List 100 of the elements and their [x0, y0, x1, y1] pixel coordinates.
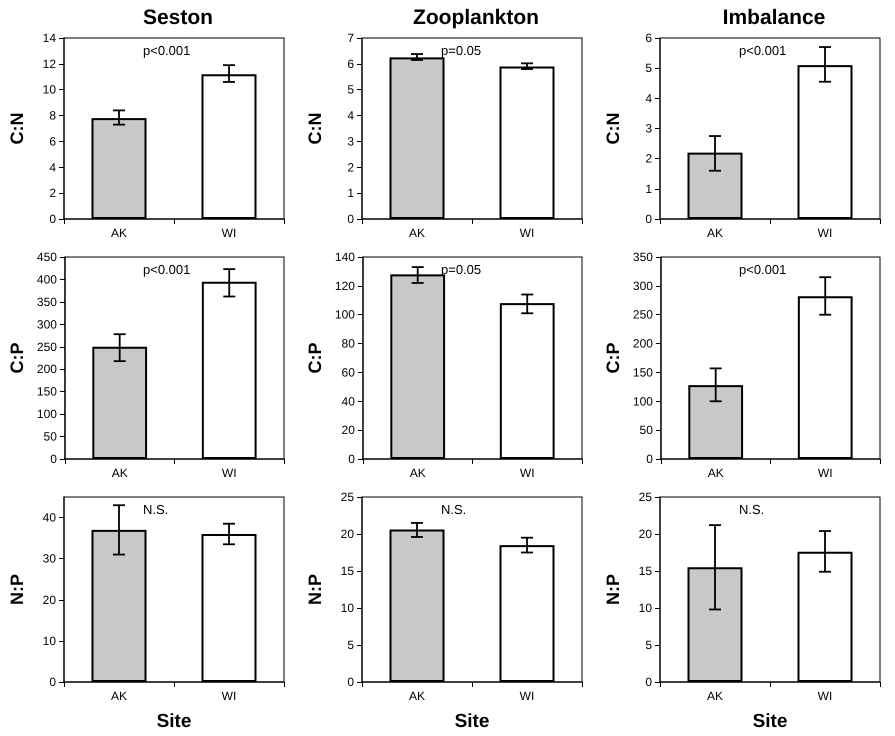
x-tick-label: AK	[410, 466, 426, 480]
y-tick-label: 0	[645, 675, 652, 689]
y-tick-label: 250	[36, 340, 58, 354]
y-axis-title: C:N	[7, 112, 27, 144]
y-tick-label: 15	[340, 564, 354, 578]
y-tick-label: 10	[42, 634, 56, 648]
y-tick-label: 40	[42, 510, 56, 525]
y-tick-label: 30	[42, 552, 56, 566]
x-axis-title: Site	[156, 711, 192, 732]
x-tick-label: AK	[408, 689, 426, 703]
y-tick-label: 20	[340, 527, 354, 541]
x-axis-title: Site	[752, 711, 788, 732]
annotation: p=0.05	[441, 43, 482, 58]
y-tick-label: 0	[49, 212, 56, 226]
y-axis-title: C:P	[603, 342, 623, 374]
x-tick-label: WI	[222, 466, 237, 480]
y-tick-label: 50	[44, 430, 58, 444]
x-tick-label: AK	[706, 689, 724, 703]
y-tick-label: 3	[347, 134, 354, 148]
y-tick-label: 150	[632, 365, 654, 380]
chart-title: Zooplankton	[413, 6, 539, 29]
y-tick-label: 1	[645, 182, 652, 196]
y-axis-title: N:P	[305, 574, 325, 605]
y-tick-label: 10	[638, 601, 652, 615]
y-tick-label: 4	[49, 160, 56, 174]
annotation: p<0.001	[143, 43, 190, 58]
x-tick-label: WI	[520, 689, 534, 703]
x-tick-label: AK	[112, 466, 128, 480]
y-tick-label: 0	[50, 452, 58, 466]
y-tick-label: 150	[36, 384, 58, 399]
y-tick-label: 200	[36, 362, 58, 376]
x-tick-label: AK	[706, 226, 724, 240]
y-tick-label: 10	[42, 82, 56, 97]
x-tick-label: AK	[408, 226, 426, 240]
y-tick-label: 140	[334, 250, 356, 264]
y-tick-label: 7	[347, 31, 354, 45]
y-tick-label: 2	[49, 186, 56, 200]
y-tick-label: 50	[640, 423, 654, 438]
y-tick-label: 20	[42, 592, 56, 607]
y-tick-label: 450	[36, 250, 58, 264]
y-tick-label: 0	[645, 212, 652, 226]
y-tick-label: 5	[347, 82, 354, 97]
y-tick-label: 25	[638, 490, 652, 504]
y-tick-label: 0	[49, 675, 56, 689]
chart-title: Imbalance	[722, 6, 826, 29]
y-tick-label: 2	[645, 152, 652, 166]
y-axis-title: C:N	[603, 112, 623, 144]
y-tick-label: 0	[646, 452, 654, 466]
y-tick-label: 350	[632, 250, 654, 264]
y-tick-label: 0	[348, 452, 356, 466]
y-tick-label: 300	[36, 317, 58, 332]
y-axis-title: C:N	[305, 112, 325, 144]
y-tick-label: 12	[42, 56, 56, 71]
x-tick-label: AK	[708, 466, 724, 480]
annotation: p<0.001	[739, 262, 786, 277]
x-tick-label: WI	[222, 689, 236, 703]
y-axis-title: N:P	[603, 574, 623, 605]
y-tick-label: 0	[347, 212, 354, 226]
y-tick-label: 20	[638, 527, 652, 541]
y-tick-label: 6	[347, 56, 354, 71]
y-tick-label: 5	[645, 638, 652, 652]
y-tick-label: 0	[347, 675, 354, 689]
annotation: N.S.	[143, 502, 168, 517]
y-axis-title: N:P	[7, 574, 27, 605]
y-tick-label: 1	[347, 186, 354, 200]
y-tick-label: 60	[342, 365, 356, 380]
y-tick-label: 300	[632, 278, 654, 293]
x-tick-label: WI	[818, 689, 832, 703]
y-tick-label: 14	[42, 31, 56, 45]
y-tick-label: 6	[49, 134, 56, 148]
x-tick-label: WI	[222, 226, 236, 240]
y-tick-label: 15	[638, 564, 652, 578]
y-tick-label: 8	[49, 108, 56, 123]
y-tick-label: 100	[36, 407, 58, 422]
y-tick-label: 5	[645, 61, 652, 76]
y-tick-label: 20	[342, 423, 356, 438]
x-tick-label: AK	[110, 689, 128, 703]
y-tick-label: 25	[340, 490, 354, 504]
y-tick-label: 250	[632, 308, 654, 322]
annotation: p<0.001	[143, 262, 190, 277]
y-tick-label: 120	[334, 278, 356, 293]
y-tick-label: 4	[347, 108, 354, 123]
y-tick-label: 100	[334, 308, 356, 322]
annotation: N.S.	[739, 502, 764, 517]
x-tick-label: WI	[818, 226, 832, 240]
y-axis-title: C:P	[305, 342, 325, 374]
chart-title: Seston	[142, 6, 214, 29]
y-tick-label: 5	[347, 638, 354, 652]
y-tick-label: 80	[342, 336, 356, 351]
annotation: N.S.	[441, 502, 466, 517]
x-tick-label: WI	[520, 466, 535, 480]
annotation: p=0.05	[441, 262, 482, 277]
y-tick-label: 350	[36, 294, 58, 309]
y-tick-label: 4	[645, 91, 652, 106]
annotation: p<0.001	[739, 43, 786, 58]
y-tick-label: 2	[347, 160, 354, 174]
y-tick-label: 100	[632, 394, 654, 408]
x-axis-title: Site	[454, 711, 490, 732]
y-tick-label: 10	[340, 601, 354, 615]
y-tick-label: 3	[645, 122, 652, 136]
